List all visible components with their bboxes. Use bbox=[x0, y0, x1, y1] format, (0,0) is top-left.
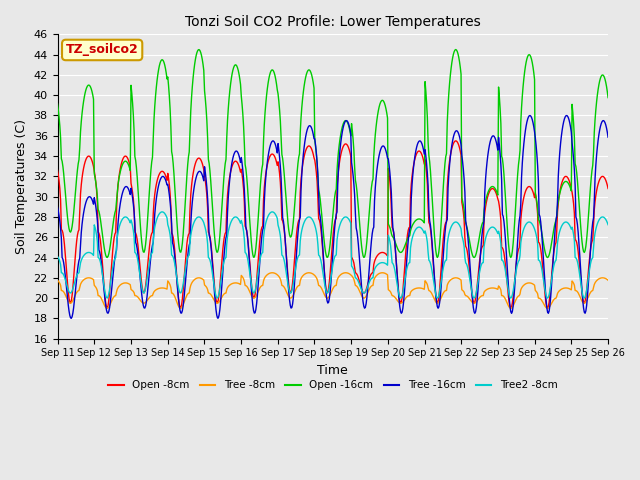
Legend: Open -8cm, Tree -8cm, Open -16cm, Tree -16cm, Tree2 -8cm: Open -8cm, Tree -8cm, Open -16cm, Tree -… bbox=[104, 376, 562, 395]
X-axis label: Time: Time bbox=[317, 364, 348, 377]
Title: Tonzi Soil CO2 Profile: Lower Temperatures: Tonzi Soil CO2 Profile: Lower Temperatur… bbox=[185, 15, 481, 29]
Y-axis label: Soil Temperatures (C): Soil Temperatures (C) bbox=[15, 119, 28, 254]
Text: TZ_soilco2: TZ_soilco2 bbox=[66, 44, 138, 57]
